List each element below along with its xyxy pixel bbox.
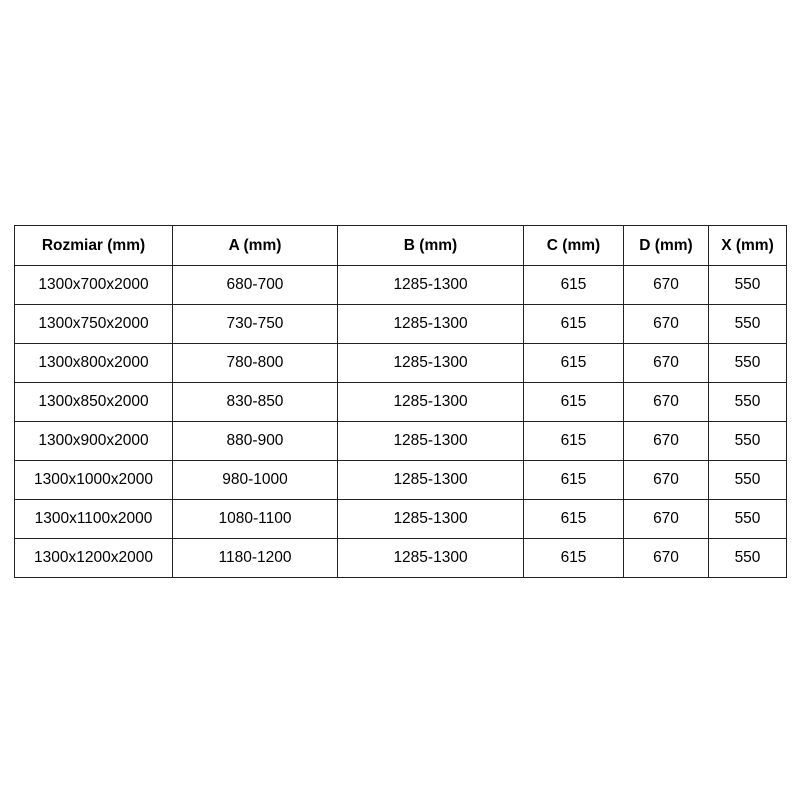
cell-x: 550 xyxy=(708,421,787,461)
cell-x: 550 xyxy=(708,382,787,422)
table-row: 1300x850x2000 830-850 1285-1300 615 670 … xyxy=(14,382,787,422)
cell-d: 670 xyxy=(623,382,709,422)
cell-b: 1285-1300 xyxy=(337,304,524,344)
cell-a: 680-700 xyxy=(172,265,338,305)
table-body: 1300x700x2000 680-700 1285-1300 615 670 … xyxy=(14,265,787,578)
cell-a: 1180-1200 xyxy=(172,538,338,578)
size-specification-table: Rozmiar (mm) A (mm) B (mm) C (mm) D (mm)… xyxy=(14,225,787,578)
table-row: 1300x700x2000 680-700 1285-1300 615 670 … xyxy=(14,265,787,305)
table-header: Rozmiar (mm) A (mm) B (mm) C (mm) D (mm)… xyxy=(14,225,787,266)
table-row: 1300x750x2000 730-750 1285-1300 615 670 … xyxy=(14,304,787,344)
column-header-c: C (mm) xyxy=(523,225,624,266)
cell-b: 1285-1300 xyxy=(337,421,524,461)
cell-c: 615 xyxy=(523,343,624,383)
cell-size: 1300x700x2000 xyxy=(14,265,173,305)
cell-size: 1300x1000x2000 xyxy=(14,460,173,500)
cell-size: 1300x750x2000 xyxy=(14,304,173,344)
cell-size: 1300x800x2000 xyxy=(14,343,173,383)
table-header-row: Rozmiar (mm) A (mm) B (mm) C (mm) D (mm)… xyxy=(14,225,787,266)
cell-d: 670 xyxy=(623,538,709,578)
cell-d: 670 xyxy=(623,499,709,539)
cell-d: 670 xyxy=(623,343,709,383)
table-row: 1300x1100x2000 1080-1100 1285-1300 615 6… xyxy=(14,499,787,539)
cell-size: 1300x1100x2000 xyxy=(14,499,173,539)
cell-d: 670 xyxy=(623,304,709,344)
cell-c: 615 xyxy=(523,382,624,422)
cell-b: 1285-1300 xyxy=(337,460,524,500)
cell-b: 1285-1300 xyxy=(337,382,524,422)
column-header-x: X (mm) xyxy=(708,225,787,266)
table-row: 1300x1000x2000 980-1000 1285-1300 615 67… xyxy=(14,460,787,500)
cell-a: 780-800 xyxy=(172,343,338,383)
column-header-a: A (mm) xyxy=(172,225,338,266)
cell-b: 1285-1300 xyxy=(337,343,524,383)
cell-c: 615 xyxy=(523,538,624,578)
cell-x: 550 xyxy=(708,499,787,539)
cell-size: 1300x900x2000 xyxy=(14,421,173,461)
cell-x: 550 xyxy=(708,460,787,500)
table-row: 1300x800x2000 780-800 1285-1300 615 670 … xyxy=(14,343,787,383)
cell-d: 670 xyxy=(623,460,709,500)
cell-b: 1285-1300 xyxy=(337,499,524,539)
cell-b: 1285-1300 xyxy=(337,538,524,578)
cell-a: 1080-1100 xyxy=(172,499,338,539)
cell-x: 550 xyxy=(708,538,787,578)
cell-a: 880-900 xyxy=(172,421,338,461)
cell-x: 550 xyxy=(708,304,787,344)
column-header-rozmiar: Rozmiar (mm) xyxy=(14,225,173,266)
cell-c: 615 xyxy=(523,499,624,539)
cell-c: 615 xyxy=(523,460,624,500)
column-header-b: B (mm) xyxy=(337,225,524,266)
cell-d: 670 xyxy=(623,265,709,305)
cell-size: 1300x1200x2000 xyxy=(14,538,173,578)
cell-a: 730-750 xyxy=(172,304,338,344)
cell-x: 550 xyxy=(708,265,787,305)
cell-x: 550 xyxy=(708,343,787,383)
table-row: 1300x1200x2000 1180-1200 1285-1300 615 6… xyxy=(14,538,787,578)
cell-c: 615 xyxy=(523,304,624,344)
cell-c: 615 xyxy=(523,421,624,461)
cell-a: 980-1000 xyxy=(172,460,338,500)
cell-size: 1300x850x2000 xyxy=(14,382,173,422)
cell-c: 615 xyxy=(523,265,624,305)
cell-d: 670 xyxy=(623,421,709,461)
cell-b: 1285-1300 xyxy=(337,265,524,305)
column-header-d: D (mm) xyxy=(623,225,709,266)
cell-a: 830-850 xyxy=(172,382,338,422)
size-specification-table-container: Rozmiar (mm) A (mm) B (mm) C (mm) D (mm)… xyxy=(14,225,787,578)
table-row: 1300x900x2000 880-900 1285-1300 615 670 … xyxy=(14,421,787,461)
